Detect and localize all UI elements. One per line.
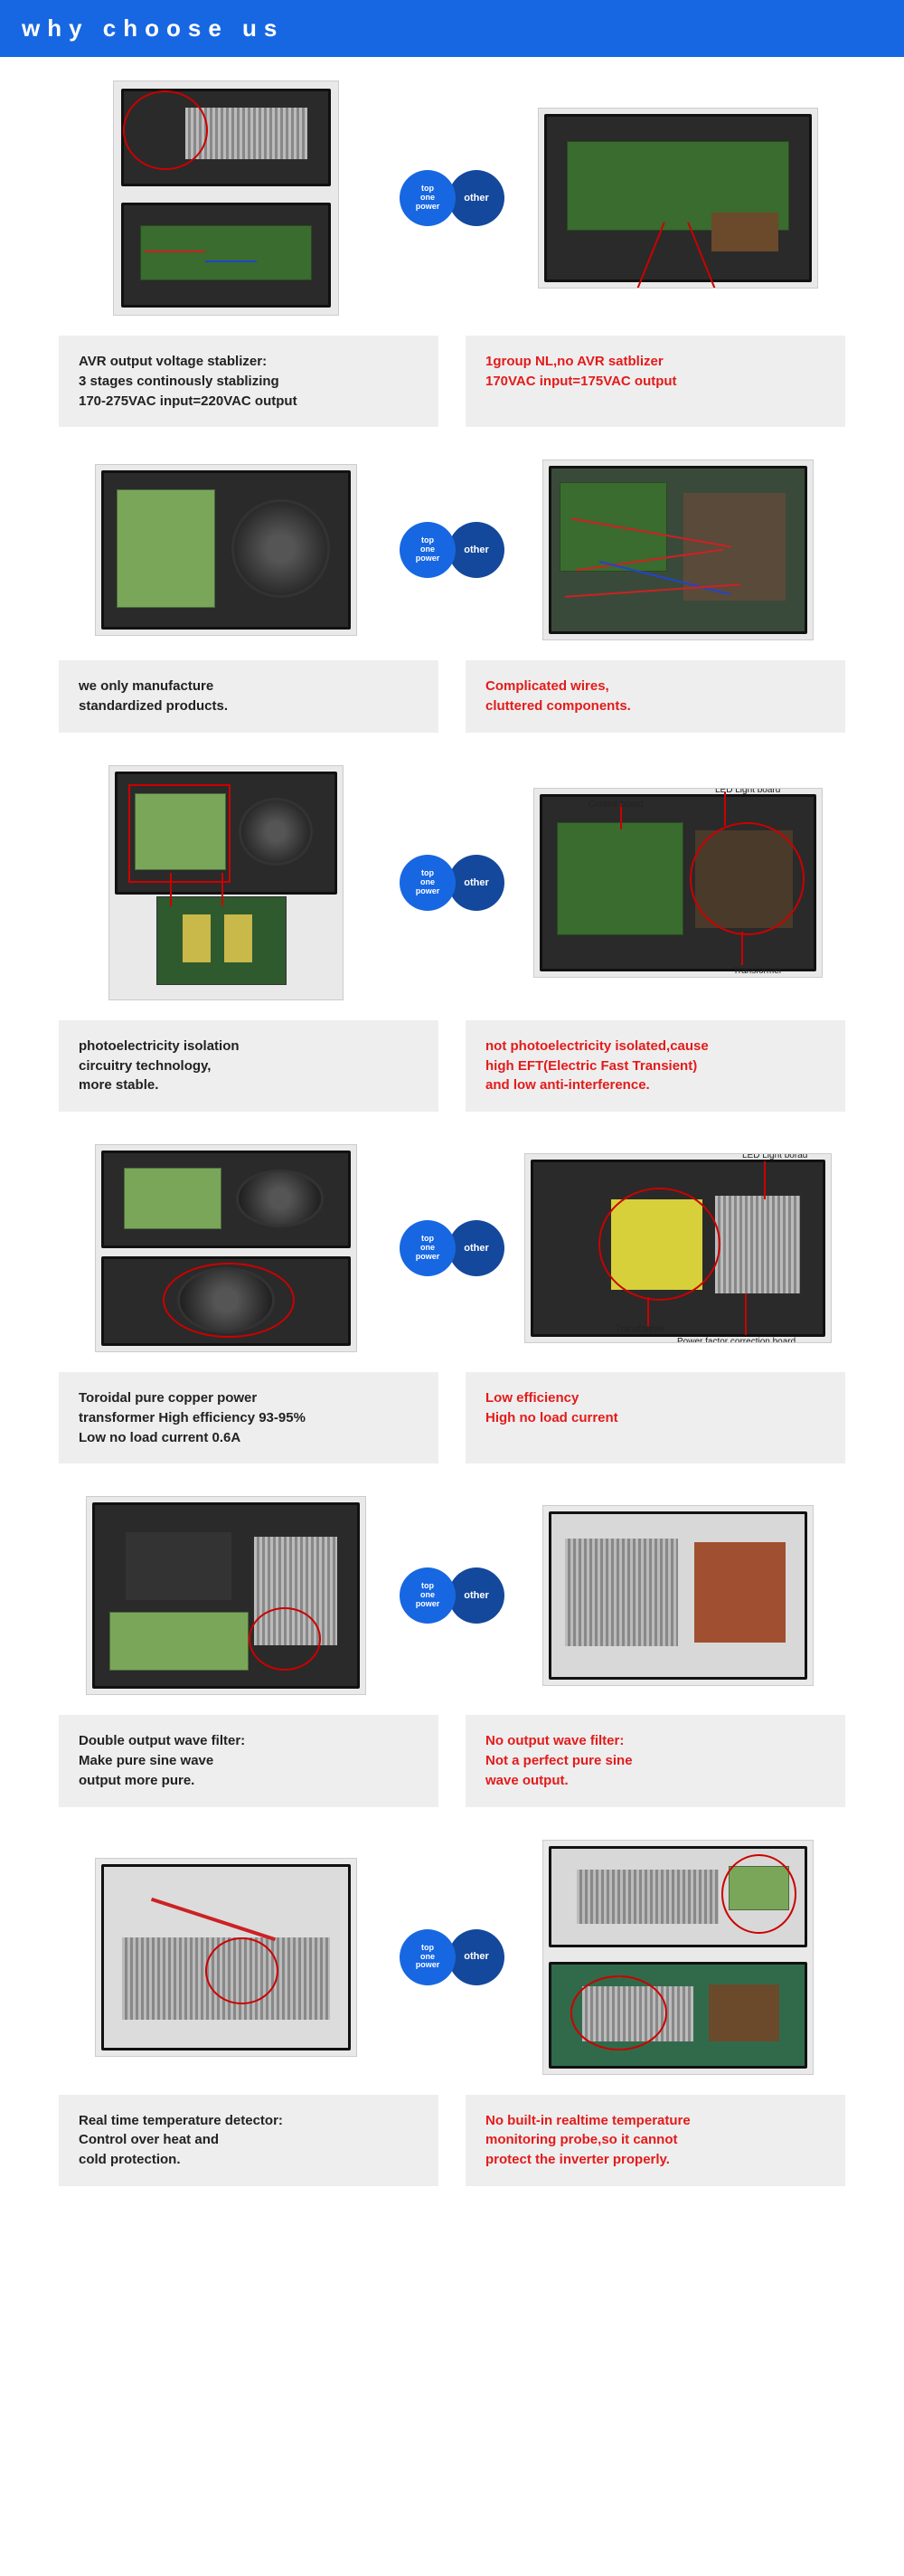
right-caption: Low efficiencyHigh no load current bbox=[466, 1372, 845, 1463]
divider-left-circle: top one power bbox=[400, 1567, 456, 1624]
section-header: why choose us bbox=[0, 0, 904, 57]
comparison-divider: top one power other bbox=[398, 522, 506, 578]
divider-left-circle: top one power bbox=[400, 1929, 456, 1985]
product-image-right bbox=[515, 1840, 841, 2075]
divider-circles: top one power other bbox=[400, 522, 504, 578]
divider-right-circle: other bbox=[448, 1220, 504, 1276]
image-placeholder bbox=[542, 1505, 814, 1686]
right-caption: No built-in realtime temperaturemonitori… bbox=[466, 2095, 845, 2186]
caption-row: AVR output voltage stablizer:3 stages co… bbox=[0, 325, 904, 436]
product-image-right bbox=[515, 1505, 841, 1686]
image-placeholder bbox=[86, 1496, 366, 1695]
right-caption: Complicated wires,cluttered components. bbox=[466, 660, 845, 733]
image-label: LED Light board bbox=[715, 788, 780, 795]
left-caption: Toroidal pure copper powertransformer Hi… bbox=[59, 1372, 438, 1463]
right-caption: not photoelectricity isolated,causehigh … bbox=[466, 1020, 845, 1112]
divider-circles: top one power other bbox=[400, 855, 504, 911]
divider-left-circle: top one power bbox=[400, 855, 456, 911]
product-image-right: LED Light borad Transformer Power factor c… bbox=[515, 1153, 841, 1343]
left-caption: photoelectricity isolationcircuitry tech… bbox=[59, 1020, 438, 1112]
caption-row: we only manufacturestandardized products… bbox=[0, 649, 904, 742]
left-caption: Real time temperature detector:Control o… bbox=[59, 2095, 438, 2186]
image-label: Transformer bbox=[616, 1324, 664, 1334]
divider-circles: top one power other bbox=[400, 1567, 504, 1624]
comparison-rows: top one power other AVR output voltage s… bbox=[0, 57, 904, 2195]
divider-right-circle: other bbox=[448, 170, 504, 226]
product-image-left bbox=[63, 765, 389, 1000]
divider-circles: top one power other bbox=[400, 170, 504, 226]
header-title: why choose us bbox=[22, 14, 284, 42]
page-container: why choose us top one power other bbox=[0, 0, 904, 2195]
caption-row: Real time temperature detector:Control o… bbox=[0, 2084, 904, 2195]
image-placeholder bbox=[108, 765, 344, 1000]
divider-left-circle: top one power bbox=[400, 1220, 456, 1276]
comparison-row: top one power other LED Light borad Trans… bbox=[0, 1121, 904, 1361]
divider-circles: top one power other bbox=[400, 1929, 504, 1985]
image-placeholder bbox=[113, 80, 339, 316]
left-caption: we only manufacturestandardized products… bbox=[59, 660, 438, 733]
divider-right-circle: other bbox=[448, 522, 504, 578]
comparison-divider: top one power other bbox=[398, 170, 506, 226]
comparison-divider: top one power other bbox=[398, 855, 506, 911]
divider-circles: top one power other bbox=[400, 1220, 504, 1276]
divider-right-circle: other bbox=[448, 855, 504, 911]
comparison-row: top one power other bbox=[0, 1473, 904, 1704]
left-caption: Double output wave filter:Make pure sine… bbox=[59, 1715, 438, 1806]
divider-right-circle: other bbox=[448, 1567, 504, 1624]
image-placeholder: LED Light borad Transformer Power factor c… bbox=[524, 1153, 832, 1343]
divider-left-circle: top one power bbox=[400, 522, 456, 578]
divider-left-circle: top one power bbox=[400, 170, 456, 226]
image-label: Transformer bbox=[733, 966, 782, 976]
left-caption: AVR output voltage stablizer:3 stages co… bbox=[59, 336, 438, 427]
image-label: LED Light borad bbox=[742, 1153, 807, 1160]
caption-row: Double output wave filter:Make pure sine… bbox=[0, 1704, 904, 1815]
comparison-row: top one power other LED Light board Contr… bbox=[0, 742, 904, 1009]
product-image-left bbox=[63, 464, 389, 636]
comparison-divider: top one power other bbox=[398, 1929, 506, 1985]
image-label: Power factor correction board bbox=[677, 1337, 796, 1343]
product-image-left bbox=[63, 80, 389, 316]
comparison-divider: top one power other bbox=[398, 1567, 506, 1624]
comparison-row: top one power other bbox=[0, 1816, 904, 2084]
image-placeholder bbox=[95, 464, 357, 636]
product-image-right bbox=[515, 459, 841, 640]
product-image-right bbox=[515, 108, 841, 289]
image-placeholder: LED Light board Control board Transformer bbox=[533, 788, 823, 978]
right-caption: 1group NL,no AVR satblizer170VAC input=1… bbox=[466, 336, 845, 427]
product-image-left bbox=[63, 1858, 389, 2057]
image-placeholder bbox=[538, 108, 818, 289]
product-image-left bbox=[63, 1144, 389, 1352]
divider-right-circle: other bbox=[448, 1929, 504, 1985]
right-caption: No output wave filter:Not a perfect pure… bbox=[466, 1715, 845, 1806]
caption-row: Toroidal pure copper powertransformer Hi… bbox=[0, 1361, 904, 1473]
image-placeholder bbox=[542, 1840, 814, 2075]
product-image-right: LED Light board Control board Transformer bbox=[515, 788, 841, 978]
comparison-divider: top one power other bbox=[398, 1220, 506, 1276]
caption-row: photoelectricity isolationcircuitry tech… bbox=[0, 1009, 904, 1121]
image-placeholder bbox=[95, 1858, 357, 2057]
comparison-row: top one power other bbox=[0, 57, 904, 325]
image-label: Control board bbox=[589, 800, 644, 810]
product-image-left bbox=[63, 1496, 389, 1695]
image-placeholder bbox=[95, 1144, 357, 1352]
image-placeholder bbox=[542, 459, 814, 640]
comparison-row: top one power other bbox=[0, 436, 904, 649]
